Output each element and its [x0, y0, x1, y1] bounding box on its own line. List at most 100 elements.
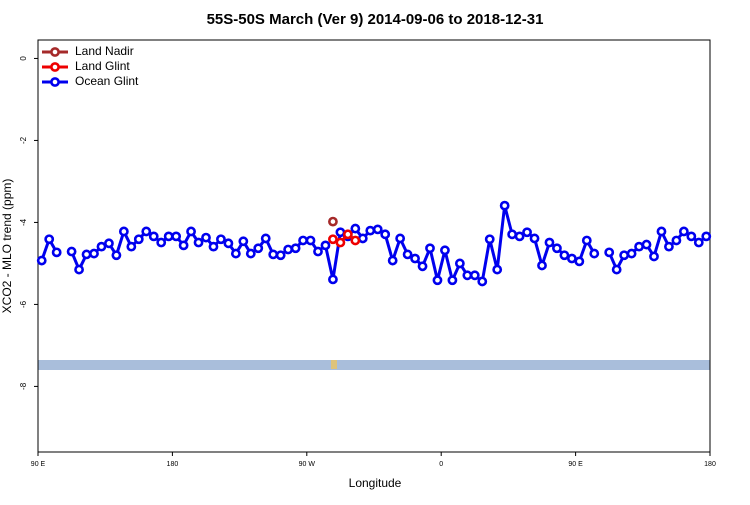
data-point	[432, 275, 443, 286]
data-point	[350, 223, 361, 234]
data-point	[440, 245, 450, 256]
legend-marker	[50, 47, 60, 57]
data-point	[44, 234, 55, 245]
data-point	[305, 235, 316, 246]
data-point	[230, 248, 241, 259]
data-point	[290, 243, 301, 254]
data-point	[693, 237, 704, 248]
data-point	[328, 216, 338, 227]
mask-mark	[331, 360, 337, 369]
data-point	[477, 276, 488, 287]
data-point	[133, 234, 144, 245]
data-point	[634, 241, 644, 252]
data-point	[253, 243, 264, 254]
data-point	[626, 248, 637, 259]
data-point	[81, 249, 92, 260]
x-tick-label: 90 W	[299, 461, 316, 468]
x-tick-label: 180	[704, 461, 716, 468]
data-point	[499, 200, 510, 211]
data-point	[178, 240, 189, 251]
data-point	[96, 241, 107, 252]
data-point	[656, 226, 667, 237]
x-axis-label: Longitude	[349, 476, 402, 490]
data-point	[298, 235, 308, 246]
data-point	[611, 264, 622, 275]
data-point	[208, 241, 219, 252]
data-point	[514, 231, 525, 242]
data-point	[701, 231, 712, 242]
data-point	[66, 246, 77, 257]
data-point	[260, 233, 271, 244]
data-point	[104, 238, 114, 249]
data-point	[328, 234, 338, 245]
data-point	[141, 226, 152, 237]
data-point	[447, 275, 458, 286]
data-point	[566, 253, 577, 264]
data-point	[350, 235, 361, 246]
data-point	[402, 249, 413, 260]
data-point	[193, 237, 204, 248]
data-point	[223, 238, 234, 249]
data-point	[529, 233, 540, 244]
data-point	[492, 264, 503, 275]
data-point	[328, 274, 338, 285]
y-tick-label: -8	[19, 382, 28, 390]
y-tick-label: -6	[19, 300, 28, 308]
data-point	[275, 250, 286, 261]
data-point	[357, 233, 368, 244]
data-point	[126, 241, 137, 252]
x-tick-label: 0	[439, 461, 443, 468]
data-point	[201, 232, 211, 243]
data-point	[320, 240, 331, 251]
data-point	[171, 231, 182, 242]
data-point	[544, 237, 555, 248]
data-point	[283, 244, 294, 255]
data-point	[678, 226, 689, 237]
data-point	[671, 235, 682, 246]
data-point	[313, 246, 323, 257]
mask-band	[38, 360, 710, 370]
data-point	[380, 229, 391, 240]
data-point	[537, 260, 547, 271]
data-point	[589, 248, 600, 259]
data-point	[335, 237, 346, 248]
x-tick-label: 180	[167, 461, 179, 468]
y-tick-label: 0	[19, 56, 28, 61]
legend-marker	[50, 77, 60, 87]
data-point	[51, 247, 62, 258]
data-point	[664, 241, 674, 252]
series-line	[40, 205, 708, 285]
data-point	[148, 231, 159, 242]
data-point	[89, 248, 99, 259]
y-tick-label: -4	[19, 218, 28, 226]
data-point	[641, 239, 652, 250]
data-point	[245, 248, 256, 259]
data-point	[387, 255, 398, 266]
data-point	[462, 270, 473, 281]
x-tick-label: 90 E	[31, 461, 46, 468]
chart-title: 55S-50S March (Ver 9) 2014-09-06 to 2018…	[207, 11, 544, 28]
data-point	[342, 229, 353, 240]
data-point	[36, 255, 47, 266]
legend-label: Land Glint	[75, 59, 130, 73]
data-point	[417, 261, 428, 272]
data-point	[454, 258, 465, 269]
legend-marker	[50, 62, 60, 72]
data-point	[186, 226, 196, 237]
data-point	[559, 250, 570, 261]
data-point	[619, 250, 630, 261]
legend-label: Land Nadir	[75, 44, 134, 58]
data-point	[552, 243, 562, 254]
data-point	[335, 227, 346, 238]
data-point	[425, 243, 435, 254]
data-point	[74, 264, 84, 275]
data-point	[469, 270, 480, 281]
data-point	[156, 237, 167, 248]
x-tick-label: 90 E	[568, 461, 583, 468]
data-point	[216, 234, 226, 245]
data-point	[522, 227, 532, 238]
data-point	[507, 229, 518, 240]
data-point	[686, 231, 697, 242]
y-tick-label: -2	[19, 136, 28, 144]
